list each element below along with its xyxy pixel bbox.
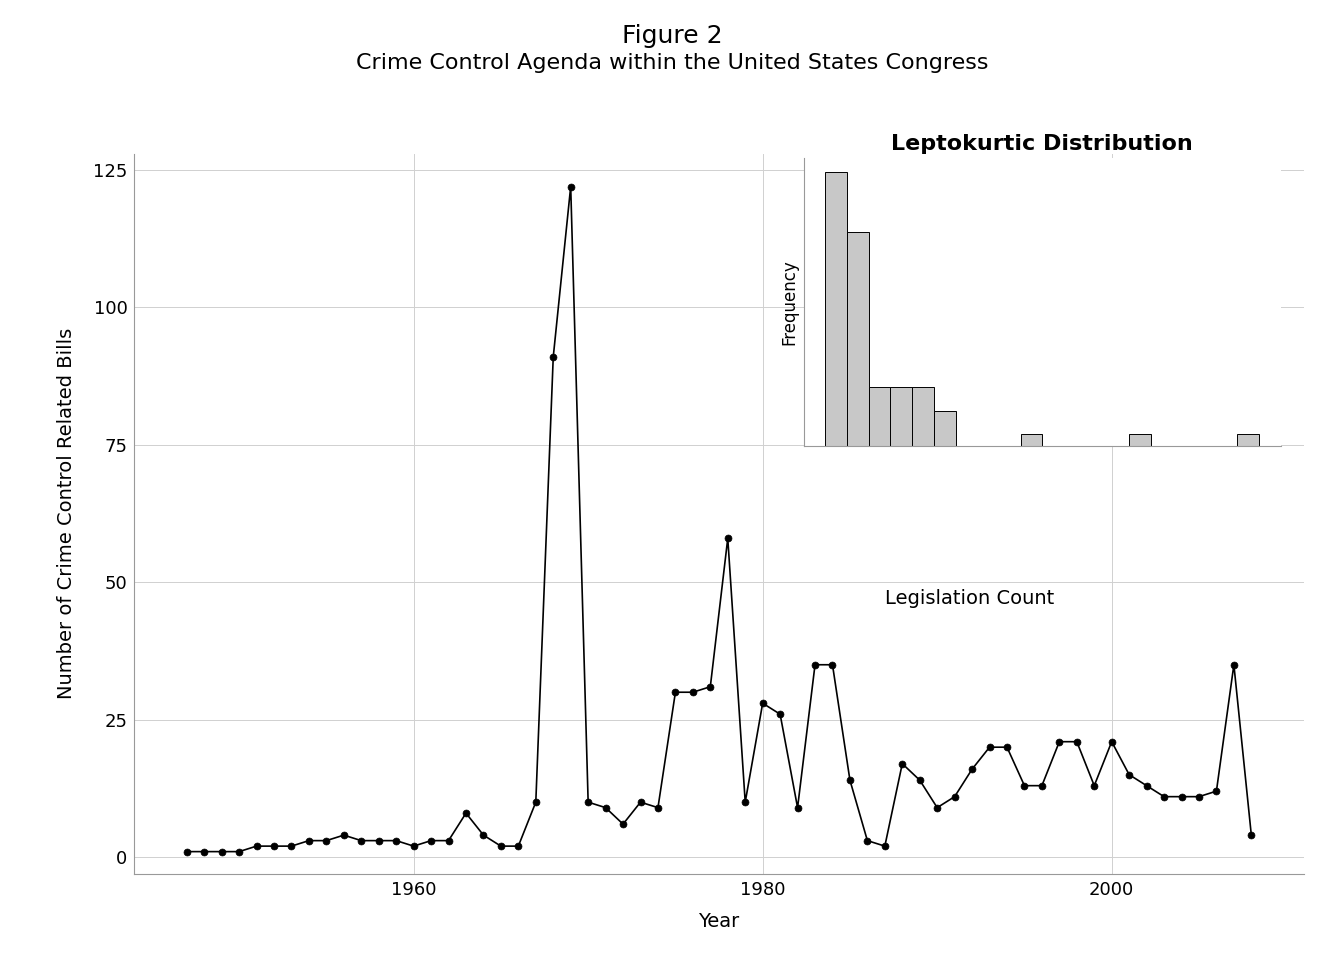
- Y-axis label: Number of Crime Control Related Bills: Number of Crime Control Related Bills: [58, 328, 77, 699]
- Bar: [847, 231, 868, 446]
- Y-axis label: Frequency: Frequency: [780, 259, 798, 346]
- Bar: [913, 387, 934, 446]
- Bar: [825, 172, 847, 446]
- Title: Leptokurtic Distribution: Leptokurtic Distribution: [891, 134, 1193, 154]
- Bar: [1129, 435, 1150, 446]
- Bar: [891, 387, 913, 446]
- Text: Legislation Count: Legislation Count: [884, 589, 1054, 609]
- Bar: [1020, 435, 1042, 446]
- Bar: [934, 411, 956, 446]
- Text: Crime Control Agenda within the United States Congress: Crime Control Agenda within the United S…: [356, 53, 988, 73]
- Bar: [868, 387, 891, 446]
- X-axis label: Year: Year: [699, 912, 739, 931]
- Text: Figure 2: Figure 2: [622, 24, 722, 48]
- Bar: [1238, 435, 1259, 446]
